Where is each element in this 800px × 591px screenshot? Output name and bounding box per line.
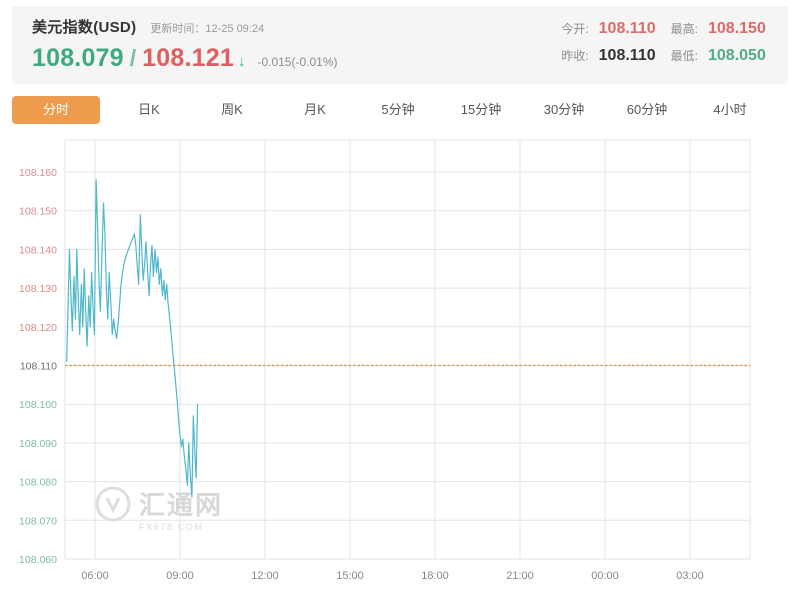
y-tick-label: 108.120 xyxy=(19,322,57,334)
x-tick-label: 12:00 xyxy=(251,570,279,582)
stat-label-low: 最低: xyxy=(670,49,698,63)
quote-panel: 美元指数(USD) 更新时间：12-25 09:24 108.079 / 108… xyxy=(12,6,788,84)
tab-period-8[interactable]: 4小时 xyxy=(713,102,747,117)
stat-value-open: 108.110 xyxy=(598,20,656,37)
x-tick-label: 09:00 xyxy=(166,570,194,582)
update-time-label: 更新时间： xyxy=(150,23,206,35)
x-tick-label: 03:00 xyxy=(676,570,704,582)
ask-price: 108.121 xyxy=(142,44,234,72)
tab-timeshare[interactable]: 分时 xyxy=(12,96,100,124)
watermark: 汇通网 FX678.COM xyxy=(95,486,223,532)
y-tick-label: 108.090 xyxy=(19,438,57,450)
y-tick-label: 108.150 xyxy=(19,206,57,218)
y-axis-labels: 108.160 108.150 108.140 108.130 108.120 108.1… xyxy=(19,167,57,566)
stat-label-prev-close: 昨收: xyxy=(561,49,589,63)
price-line-series xyxy=(66,179,199,498)
y-tick-label: 108.100 xyxy=(19,399,57,411)
change-value: -0.015(-0.01%) xyxy=(257,55,338,69)
x-tick-label: 21:00 xyxy=(506,570,534,582)
price-line xyxy=(66,179,199,498)
watermark-sublabel: FX678.COM xyxy=(139,522,203,532)
y-tick-label: 108.060 xyxy=(19,554,57,566)
x-tick-label: 15:00 xyxy=(336,570,364,582)
y-tick-label: 108.070 xyxy=(19,515,57,527)
tab-period-4[interactable]: 5分钟 xyxy=(381,102,415,117)
tab-period-5[interactable]: 15分钟 xyxy=(460,102,502,117)
tab-period-7[interactable]: 60分钟 xyxy=(626,102,668,117)
stat-value-low: 108.050 xyxy=(708,47,766,64)
y-tick-label: 108.080 xyxy=(19,477,57,489)
period-tab-bar: 分时 日K 周K 月K 5分钟 15分钟 30分钟 60分钟 4小时 xyxy=(12,96,788,128)
price-chart[interactable]: 108.160 108.150 108.140 108.130 108.120 108.1… xyxy=(0,132,800,591)
price-row: 108.079 / 108.121 ↓ -0.015(-0.01%) xyxy=(32,44,338,73)
stat-label-high: 最高: xyxy=(670,22,698,36)
y-tick-label: 108.110 xyxy=(20,361,57,373)
stat-label-open: 今开: xyxy=(561,22,589,36)
x-axis-labels: 06:00 09:00 12:00 15:00 18:00 21:00 00:00 03:00 xyxy=(81,570,704,582)
update-time-value: 12-25 09:24 xyxy=(205,23,265,35)
quote-primary-block: 美元指数(USD) 更新时间：12-25 09:24 108.079 / 108… xyxy=(32,16,338,73)
quote-stats-grid: 今开: 108.110 最高: 108.150 昨收: 108.110 最低: … xyxy=(561,20,770,65)
tab-period-2[interactable]: 周K xyxy=(221,102,243,117)
chart-gridlines xyxy=(64,139,751,560)
tab-period-3[interactable]: 月K xyxy=(304,102,326,117)
tab-period-1[interactable]: 日K xyxy=(138,102,160,117)
tab-period-6[interactable]: 30分钟 xyxy=(543,102,585,117)
instrument-row: 美元指数(USD) 更新时间：12-25 09:24 xyxy=(32,16,338,37)
instrument-name: 美元指数(USD) xyxy=(32,19,137,36)
x-tick-label: 06:00 xyxy=(81,570,109,582)
price-separator: / xyxy=(129,45,137,71)
x-tick-label: 00:00 xyxy=(591,570,619,582)
y-tick-label: 108.140 xyxy=(19,244,57,256)
update-time: 更新时间：12-25 09:24 xyxy=(150,20,264,36)
y-tick-label: 108.130 xyxy=(19,283,57,295)
stat-value-prev-close: 108.110 xyxy=(598,47,656,64)
x-tick-label: 18:00 xyxy=(421,570,449,582)
stat-value-high: 108.150 xyxy=(708,20,766,37)
change-direction-arrow-icon: ↓ xyxy=(237,53,246,70)
watermark-label: 汇通网 xyxy=(139,490,223,520)
y-tick-label: 108.160 xyxy=(19,167,57,179)
bid-price: 108.079 xyxy=(32,44,124,72)
